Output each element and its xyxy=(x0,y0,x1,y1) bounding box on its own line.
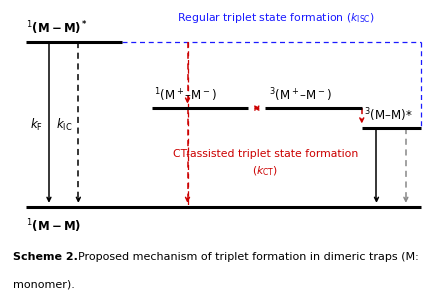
Text: $^3$(M–M)*: $^3$(M–M)* xyxy=(364,106,412,124)
Text: $k_{\rm IC}$: $k_{\rm IC}$ xyxy=(56,117,73,133)
Text: ($k_{\rm CT}$): ($k_{\rm CT}$) xyxy=(252,164,278,178)
Text: $^3$(M$^+$–M$^-$): $^3$(M$^+$–M$^-$) xyxy=(269,86,332,104)
Text: $^1\mathbf{(M-M)}$: $^1\mathbf{(M-M)}$ xyxy=(26,217,81,235)
Text: $k_{\rm F}$: $k_{\rm F}$ xyxy=(30,117,43,133)
Text: Regular triplet state formation ($k_{\rm ISC}$): Regular triplet state formation ($k_{\rm… xyxy=(177,11,374,26)
Text: $^1$(M$^+$–M$^-$): $^1$(M$^+$–M$^-$) xyxy=(154,86,217,104)
Text: Proposed mechanism of triplet formation in dimeric traps (M:: Proposed mechanism of triplet formation … xyxy=(78,252,419,262)
Text: $^1\mathbf{(M-M)^*}$: $^1\mathbf{(M-M)^*}$ xyxy=(26,19,88,37)
Text: monomer).: monomer). xyxy=(13,280,75,290)
Text: Scheme 2.: Scheme 2. xyxy=(13,252,78,262)
Text: CT-assisted triplet state formation: CT-assisted triplet state formation xyxy=(172,149,358,159)
